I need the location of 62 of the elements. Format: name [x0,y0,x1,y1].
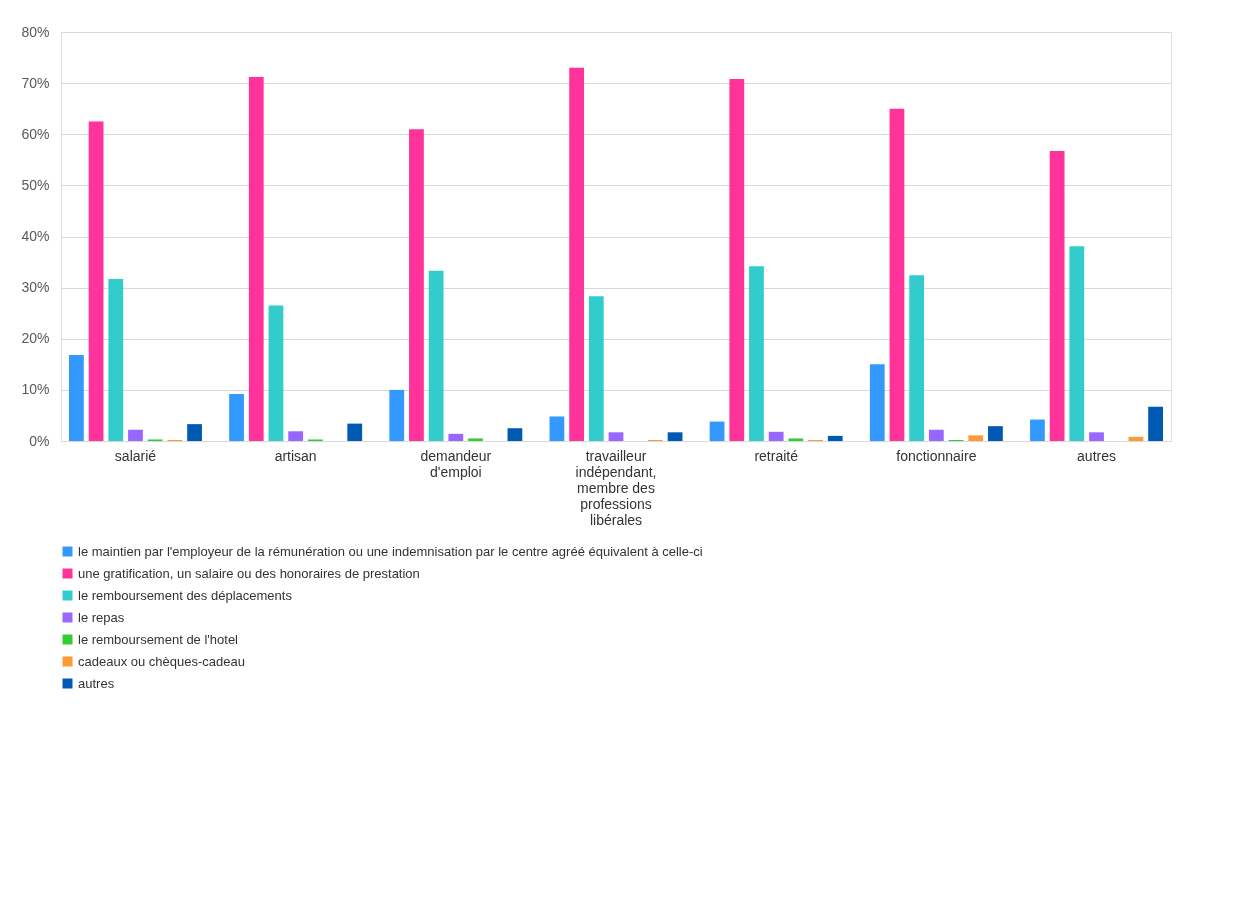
bar [268,305,284,441]
legend-label: le maintien par l'employeur de la rémunération ou une indemnisation par le centre agréé équivalent à celle-ci [78,543,703,559]
x-tick-label: autres [1077,447,1116,464]
bar [889,108,905,441]
bar [108,278,124,441]
bar [448,433,464,441]
x-tick-label: salarié [114,447,157,464]
bar [248,76,264,441]
bar [667,432,683,441]
bar [569,67,584,441]
x-tick-label: demandeur d'emploi [420,447,492,480]
bar [69,355,84,441]
bar [909,275,925,441]
bar [88,121,104,441]
bar [968,435,984,441]
y-tick-label: 10% [21,381,50,398]
bar [288,431,304,441]
bar [1148,406,1163,441]
bar [788,438,804,441]
bar [588,296,604,441]
bar [768,431,784,441]
bar [1049,151,1065,441]
bar [928,429,944,441]
bar [1030,419,1045,441]
x-tick-label: artisan [274,447,317,464]
bar [1128,436,1144,441]
bar [827,435,843,441]
bar [468,438,483,441]
bar [549,416,565,441]
bar [988,426,1003,441]
bar [869,364,885,441]
bar [229,393,244,441]
bar [608,432,624,441]
x-tick-label: travailleur indépendant, membre des professions libérales [575,447,657,528]
bar [389,389,405,441]
x-tick-label: fonctionnaire [896,447,977,464]
bar [709,421,725,441]
bar [347,423,363,441]
bar [1069,246,1085,441]
bar [187,424,202,441]
y-tick-label: 70% [21,74,50,91]
legend-label: une gratification, un salaire ou des honoraires de prestation [78,565,420,581]
legend-label: autres [78,675,115,691]
bar [1089,432,1104,441]
bar [749,266,764,441]
x-tick-label: retraité [754,447,799,464]
y-tick-label: 20% [21,330,50,347]
bar [128,429,143,441]
legend-label: le remboursement de l'hotel [78,631,239,647]
bar [409,129,424,441]
y-tick-label: 80% [21,23,50,40]
legend-label: le repas [78,609,125,625]
y-tick-label: 50% [21,176,50,193]
bar [507,428,523,441]
legend-label: cadeaux ou chèques-cadeau [78,653,245,669]
legend-label: le remboursement des déplacements [78,587,293,603]
bar [428,270,444,441]
y-tick-label: 60% [21,125,50,142]
bar [729,79,745,441]
y-tick-label: 40% [21,228,50,244]
y-tick-label: 0% [29,432,50,449]
y-tick-label: 30% [21,279,50,296]
